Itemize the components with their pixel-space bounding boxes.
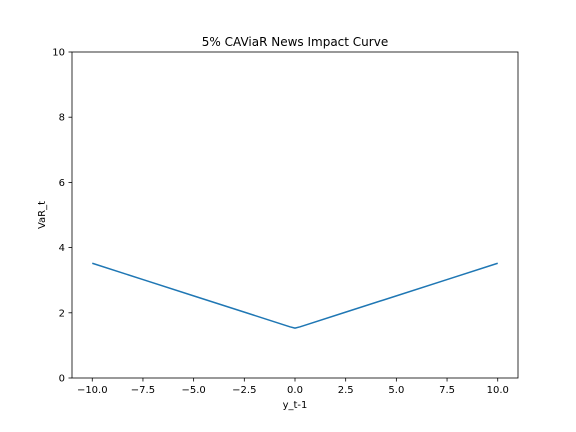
y-tick-label: 10 bbox=[52, 48, 65, 59]
x-tick-label: −5.0 bbox=[181, 385, 205, 396]
x-tick-label: 0.0 bbox=[287, 385, 303, 396]
plot-area bbox=[72, 52, 518, 378]
y-tick-label: 8 bbox=[59, 113, 65, 124]
plot-frame bbox=[71, 51, 519, 379]
series-line bbox=[92, 262, 498, 329]
y-tick-label: 4 bbox=[59, 243, 65, 254]
x-tick-label: 7.5 bbox=[439, 385, 455, 396]
chart-title: 5% CAViaR News Impact Curve bbox=[202, 35, 388, 49]
y-tick-label: 2 bbox=[59, 308, 65, 319]
y-tick-label: 6 bbox=[59, 178, 65, 189]
x-axis-ticks: −10.0 −7.5 −5.0 −2.5 0.0 2.5 5.0 7.5 10.0 bbox=[77, 378, 509, 396]
y-axis-label: VaR_t bbox=[37, 201, 48, 229]
x-tick-label: 2.5 bbox=[338, 385, 354, 396]
x-tick-label: −10.0 bbox=[77, 385, 108, 396]
x-tick-label: −2.5 bbox=[232, 385, 256, 396]
y-axis-ticks: 0 2 4 6 8 10 bbox=[52, 48, 72, 385]
series-layer bbox=[92, 262, 498, 329]
x-tick-label: 5.0 bbox=[388, 385, 404, 396]
x-tick-label: −7.5 bbox=[131, 385, 155, 396]
x-axis-label: y_t-1 bbox=[283, 400, 308, 411]
y-tick-label: 0 bbox=[59, 374, 65, 385]
x-tick-label: 10.0 bbox=[487, 385, 509, 396]
